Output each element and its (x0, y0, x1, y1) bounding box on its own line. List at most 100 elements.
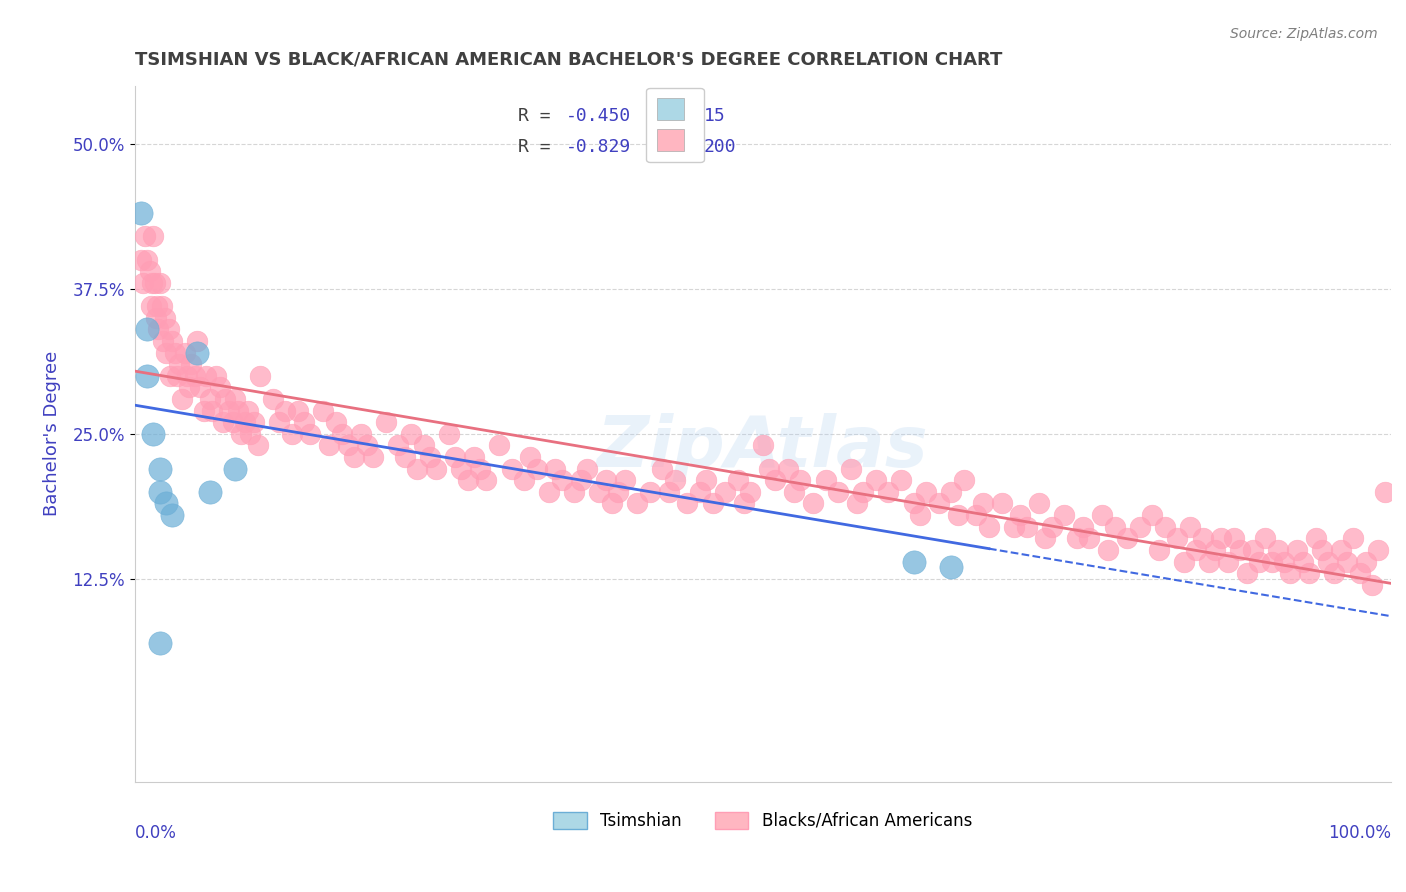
Point (1191, 531, 1213, 545)
Point (727, 473, 749, 487)
Point (1260, 555, 1282, 569)
Point (450, 461, 472, 475)
Point (198, 484, 221, 499)
Point (941, 484, 963, 499)
Point (208, 380, 231, 394)
Point (463, 450, 485, 464)
Point (801, 496, 824, 510)
Point (1097, 542, 1119, 557)
Point (149, 636, 172, 650)
Point (588, 484, 610, 499)
Point (162, 334, 184, 348)
Point (198, 392, 221, 406)
Point (280, 426, 302, 441)
Point (233, 415, 256, 429)
Point (1267, 542, 1289, 557)
Point (513, 473, 536, 487)
Point (1035, 531, 1057, 545)
Point (1323, 566, 1346, 581)
Text: R =: R = (517, 107, 561, 125)
Point (1216, 555, 1239, 569)
Point (177, 380, 200, 394)
Point (176, 368, 198, 383)
Point (143, 276, 166, 290)
Point (325, 415, 347, 429)
Point (1078, 531, 1101, 545)
Point (651, 461, 673, 475)
Point (129, 206, 152, 220)
Point (173, 345, 195, 359)
Point (149, 276, 172, 290)
Point (136, 252, 159, 267)
Point (1229, 542, 1251, 557)
Point (166, 368, 188, 383)
Point (132, 276, 155, 290)
Point (145, 310, 167, 325)
Point (1071, 519, 1094, 533)
Point (1015, 519, 1038, 533)
Point (562, 484, 585, 499)
Point (714, 484, 737, 499)
Point (211, 415, 233, 429)
Point (758, 461, 780, 475)
Point (915, 484, 938, 499)
Point (262, 392, 284, 406)
Point (1053, 508, 1076, 522)
Point (946, 508, 969, 522)
Text: N =: N = (641, 137, 706, 156)
Point (356, 438, 378, 452)
Text: TSIMSHIAN VS BLACK/AFRICAN AMERICAN BACHELOR'S DEGREE CORRELATION CHART: TSIMSHIAN VS BLACK/AFRICAN AMERICAN BACH… (135, 51, 1002, 69)
Point (752, 438, 775, 452)
Point (607, 484, 630, 499)
Point (159, 368, 181, 383)
Point (363, 450, 385, 464)
Point (387, 438, 409, 452)
Point (214, 392, 236, 406)
Text: -0.450: -0.450 (565, 107, 631, 125)
Point (180, 357, 202, 371)
Point (226, 403, 249, 417)
Point (733, 496, 755, 510)
Point (1305, 531, 1327, 545)
Point (827, 484, 849, 499)
Point (1198, 555, 1220, 569)
Point (965, 508, 987, 522)
Point (1317, 555, 1340, 569)
Point (153, 310, 176, 325)
Point (444, 450, 467, 464)
Point (337, 438, 360, 452)
Point (676, 496, 699, 510)
Point (1153, 519, 1175, 533)
Point (638, 484, 661, 499)
Point (343, 450, 366, 464)
Text: 200: 200 (704, 137, 737, 156)
Point (865, 473, 887, 487)
Point (1236, 566, 1258, 581)
Point (1343, 531, 1365, 545)
Point (569, 473, 592, 487)
Point (1147, 542, 1170, 557)
Point (172, 392, 194, 406)
Point (350, 426, 373, 441)
Point (136, 368, 159, 383)
Text: Source: ZipAtlas.com: Source: ZipAtlas.com (1230, 27, 1378, 41)
Point (299, 426, 322, 441)
Point (425, 461, 447, 475)
Point (150, 299, 173, 313)
Text: R =: R = (517, 137, 561, 156)
Point (1104, 519, 1126, 533)
Point (488, 438, 510, 452)
Point (475, 473, 498, 487)
Point (243, 415, 266, 429)
Point (626, 496, 648, 510)
Point (1249, 555, 1271, 569)
Point (287, 403, 309, 417)
Point (155, 496, 177, 510)
Point (877, 484, 900, 499)
Point (501, 461, 523, 475)
Point (1204, 542, 1226, 557)
Point (953, 473, 976, 487)
Point (330, 426, 353, 441)
Point (575, 461, 598, 475)
Point (1185, 542, 1208, 557)
